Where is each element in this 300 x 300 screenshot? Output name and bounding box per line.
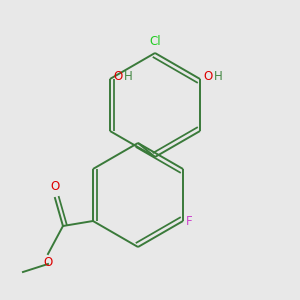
Text: O: O (113, 70, 122, 83)
Text: O: O (203, 70, 212, 83)
Text: O: O (50, 180, 60, 193)
Text: O: O (43, 256, 52, 269)
Text: H: H (214, 70, 223, 83)
Text: Cl: Cl (149, 35, 161, 48)
Text: F: F (186, 214, 193, 227)
Text: H: H (124, 70, 133, 83)
